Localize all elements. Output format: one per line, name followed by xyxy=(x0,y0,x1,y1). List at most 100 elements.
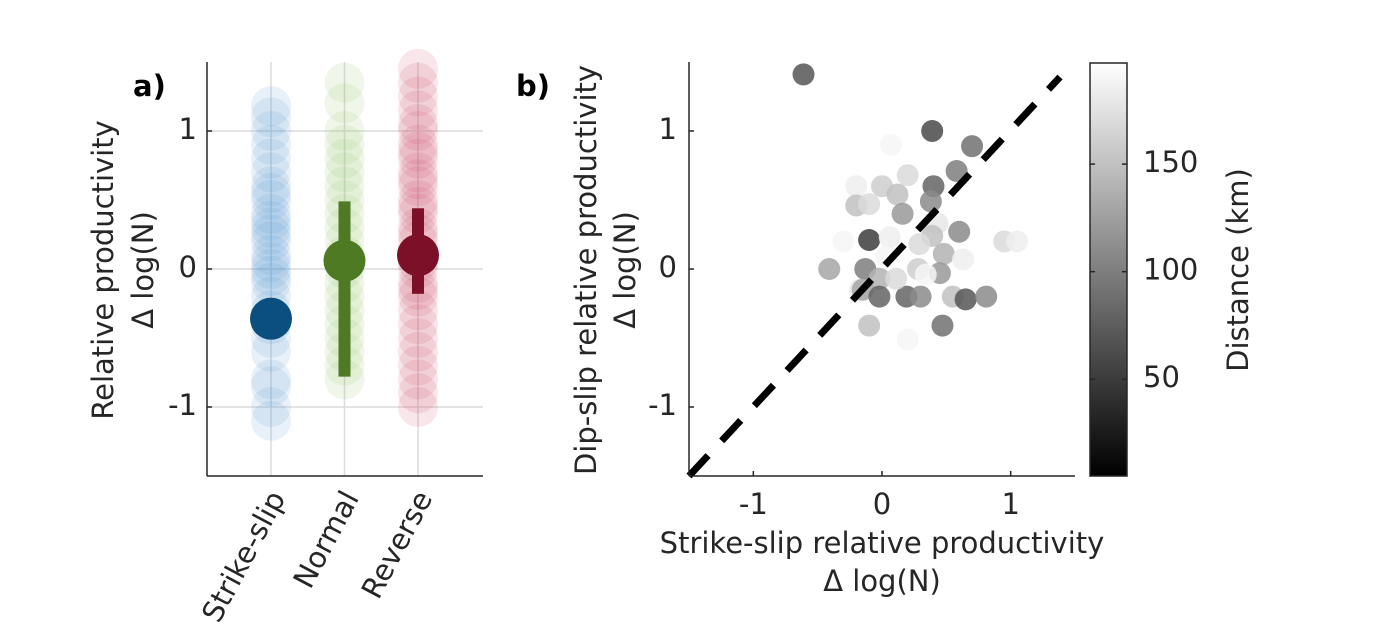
scatter-point xyxy=(896,164,919,187)
scatter-point xyxy=(885,267,908,290)
strip-point xyxy=(324,62,365,103)
x-tick-label: 0 xyxy=(873,487,891,521)
strip-point xyxy=(398,373,438,414)
x-tick-label: Strike-slip xyxy=(195,485,292,628)
y-axis-label: Δ log(N) xyxy=(608,211,642,329)
y-tick-label: -1 xyxy=(168,388,197,422)
strip-point xyxy=(398,159,438,200)
x-axis-label: Δ log(N) xyxy=(823,564,941,598)
x-tick-label: -1 xyxy=(739,487,768,521)
scatter-point xyxy=(961,135,984,158)
strip-point xyxy=(251,207,291,248)
reference-line xyxy=(686,74,1063,479)
x-tick-label: Normal xyxy=(286,485,365,594)
scatter-point xyxy=(880,133,903,156)
strip-point xyxy=(251,166,291,207)
x-tick-label: 1 xyxy=(1001,487,1019,521)
strip-point xyxy=(398,359,438,400)
strip-point xyxy=(398,104,438,145)
strip-point xyxy=(398,62,438,103)
x-tick-label: Reverse xyxy=(354,485,439,604)
scatter-point xyxy=(975,285,998,308)
strip-point xyxy=(398,166,438,207)
strip-point xyxy=(398,186,438,227)
scatter-point xyxy=(908,233,931,256)
strip-point xyxy=(398,111,438,151)
scatter-point xyxy=(818,258,841,280)
scatter-point xyxy=(948,220,971,243)
strip-point xyxy=(251,221,291,262)
x-axis-label: Strike-slip relative productivity xyxy=(660,526,1105,560)
strip-point xyxy=(398,345,438,386)
scatter-point xyxy=(858,229,881,252)
scatter-point xyxy=(886,183,909,206)
y-axis-label: Relative productivity xyxy=(86,120,120,420)
mean-point xyxy=(397,234,439,277)
strip-point xyxy=(251,235,291,276)
scatter-point xyxy=(921,120,944,142)
strip-point xyxy=(398,290,438,331)
strip-point xyxy=(251,173,291,214)
strip-point xyxy=(251,180,291,220)
scatter-point xyxy=(919,190,942,213)
strip-point xyxy=(398,152,438,193)
y-axis-label: Dip-slip relative productivity xyxy=(569,65,603,475)
y-tick-label: 0 xyxy=(659,250,677,284)
strip-point xyxy=(398,76,438,117)
y-tick-label: 1 xyxy=(659,112,677,146)
y-tick-label: -1 xyxy=(648,388,677,422)
scatter-point xyxy=(914,263,937,286)
strip-point xyxy=(251,193,291,234)
strip-point xyxy=(251,400,291,441)
strip-point xyxy=(398,318,438,358)
strip-point xyxy=(398,131,438,172)
colorbar-tick-label: 150 xyxy=(1143,145,1198,179)
strip-point xyxy=(324,83,365,124)
strip-point xyxy=(324,138,365,179)
y-axis-label: Δ log(N) xyxy=(126,211,160,329)
panel-label: b) xyxy=(516,69,550,103)
strip-point xyxy=(251,214,291,255)
strip-point xyxy=(398,304,438,345)
strip-point xyxy=(398,276,438,317)
scatter-point xyxy=(878,226,901,249)
scatter-point xyxy=(858,314,881,337)
scatter-point xyxy=(845,175,868,198)
scatter-point xyxy=(945,160,968,183)
colorbar xyxy=(1089,62,1128,477)
strip-point xyxy=(251,331,291,372)
strip-point xyxy=(324,180,365,220)
scatter-point xyxy=(954,288,977,311)
scatter-point xyxy=(909,285,932,308)
scatter-point xyxy=(792,63,815,86)
error-bar xyxy=(338,201,351,377)
strip-point xyxy=(251,200,291,241)
strip-point xyxy=(251,152,291,193)
colorbar-tick-label: 100 xyxy=(1143,253,1198,287)
strip-point xyxy=(251,111,291,151)
scatter-point xyxy=(868,285,891,308)
strip-point xyxy=(324,166,365,207)
strip-point xyxy=(398,124,438,165)
strip-point xyxy=(251,366,291,407)
scatter-point xyxy=(931,314,954,337)
y-tick-label: 1 xyxy=(179,112,197,146)
strip-point xyxy=(251,86,291,127)
scatter-point xyxy=(832,230,855,253)
strip-point xyxy=(251,359,291,400)
strip-point xyxy=(251,242,291,283)
y-tick-label: 0 xyxy=(179,250,197,284)
strip-point xyxy=(398,138,438,179)
strip-point xyxy=(251,255,291,296)
strip-point xyxy=(251,249,291,289)
strip-point xyxy=(398,48,438,89)
strip-point xyxy=(251,124,291,165)
mean-point xyxy=(323,239,366,282)
colorbar-label: Distance (km) xyxy=(1221,168,1255,372)
strip-point xyxy=(251,97,291,138)
strip-point xyxy=(324,152,365,193)
strip-point xyxy=(251,387,291,427)
panel-label: a) xyxy=(133,69,166,103)
scatter-point xyxy=(1006,230,1029,253)
